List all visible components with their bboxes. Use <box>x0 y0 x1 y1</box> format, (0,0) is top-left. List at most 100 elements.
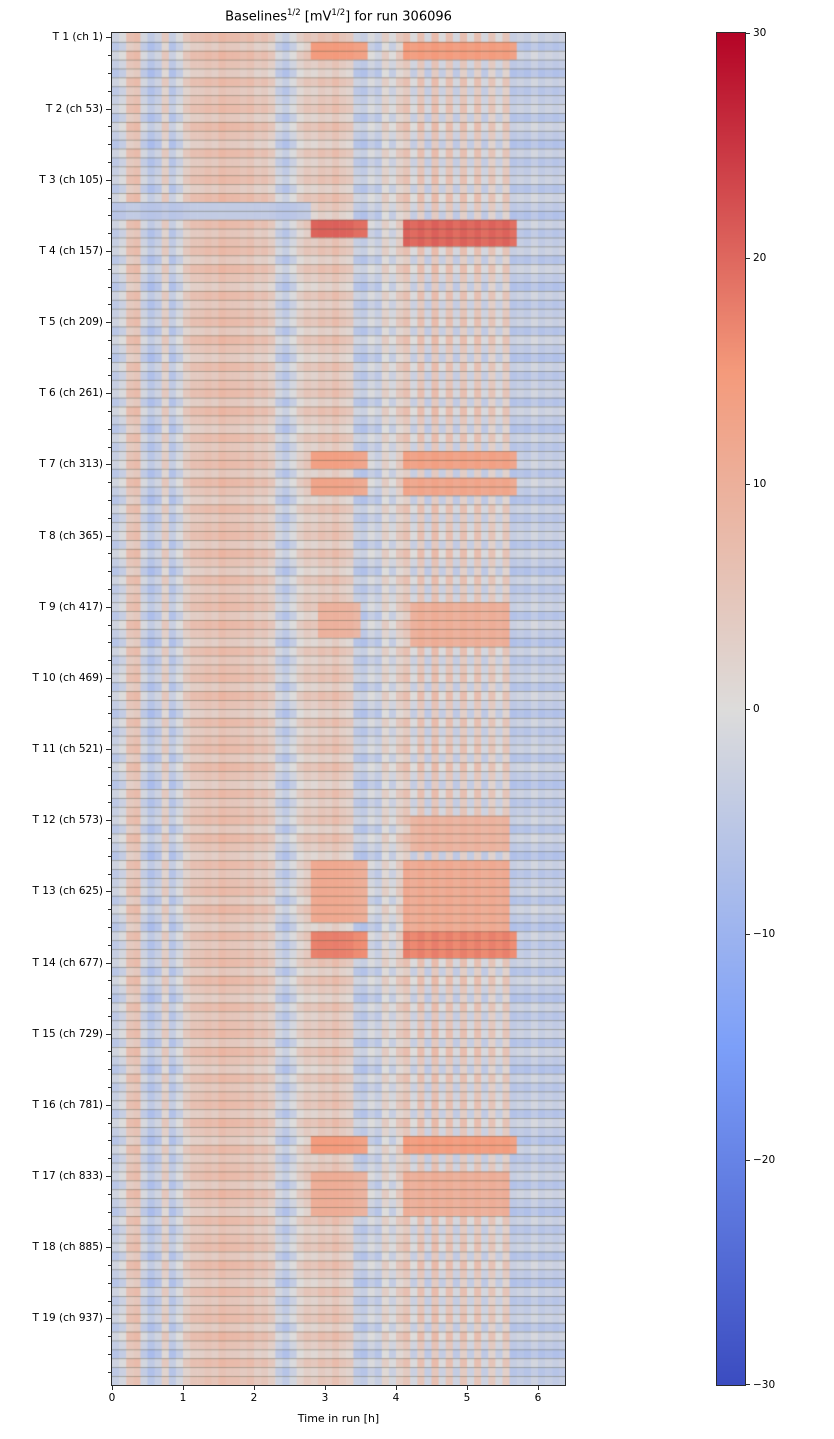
y-minor-tick-mark <box>108 1265 111 1266</box>
y-minor-tick-mark <box>108 198 111 199</box>
y-minor-tick-mark <box>108 1158 111 1159</box>
colorbar-tick-label: 10 <box>753 478 767 490</box>
y-tick-mark <box>106 180 111 181</box>
colorbar-tick-label: 30 <box>753 27 767 39</box>
y-tick-mark <box>106 393 111 394</box>
y-minor-tick-mark <box>108 126 111 127</box>
x-tick-label: 2 <box>250 1392 258 1404</box>
y-tick-mark <box>106 322 111 323</box>
x-tick-label: 5 <box>463 1392 471 1404</box>
x-tick-mark <box>112 1386 113 1390</box>
y-minor-tick-mark <box>108 1123 111 1124</box>
y-minor-tick-mark <box>108 1212 111 1213</box>
y-minor-tick-mark <box>108 1194 111 1195</box>
y-minor-tick-mark <box>108 482 111 483</box>
y-tick-label: T 5 (ch 209) <box>39 316 103 329</box>
y-tick-label: T 19 (ch 937) <box>32 1312 103 1325</box>
x-tick-label: 0 <box>108 1392 116 1404</box>
y-tick-mark <box>106 1176 111 1177</box>
y-minor-tick-mark <box>108 553 111 554</box>
y-minor-tick-mark <box>108 411 111 412</box>
y-tick-label: T 18 (ch 885) <box>32 1241 103 1254</box>
y-minor-tick-mark <box>108 144 111 145</box>
y-minor-tick-mark <box>108 340 111 341</box>
heatmap-canvas <box>112 33 565 1385</box>
colorbar-tick-label: −10 <box>753 928 776 940</box>
colorbar-tick-label: −20 <box>753 1154 776 1166</box>
y-tick-label: T 16 (ch 781) <box>32 1098 103 1111</box>
colorbar-tick-label: 20 <box>753 252 767 264</box>
y-minor-tick-mark <box>108 1087 111 1088</box>
y-minor-tick-mark <box>108 55 111 56</box>
y-minor-tick-mark <box>108 375 111 376</box>
colorbar-tick-mark <box>746 1160 750 1161</box>
x-tick-mark <box>467 1386 468 1390</box>
colorbar <box>716 32 746 1386</box>
y-minor-tick-mark <box>108 358 111 359</box>
y-minor-tick-mark <box>108 802 111 803</box>
x-tick-mark <box>325 1386 326 1390</box>
y-minor-tick-mark <box>108 1229 111 1230</box>
y-minor-tick-mark <box>108 927 111 928</box>
x-tick-label: 3 <box>321 1392 329 1404</box>
y-tick-label: T 11 (ch 521) <box>32 743 103 756</box>
colorbar-tick-mark <box>746 484 750 485</box>
y-minor-tick-mark <box>108 838 111 839</box>
title-superscript: 1/2 <box>331 8 346 18</box>
y-minor-tick-mark <box>108 856 111 857</box>
y-minor-tick-mark <box>108 1069 111 1070</box>
y-tick-label: T 6 (ch 261) <box>39 387 103 400</box>
y-tick-label: T 15 (ch 729) <box>32 1027 103 1040</box>
y-tick-mark <box>106 678 111 679</box>
y-tick-label: T 7 (ch 313) <box>39 458 103 471</box>
y-tick-label: T 9 (ch 417) <box>39 600 103 613</box>
heatmap-plot-area <box>111 32 566 1386</box>
y-minor-tick-mark <box>108 767 111 768</box>
y-minor-tick-mark <box>108 589 111 590</box>
x-tick-mark <box>254 1386 255 1390</box>
y-minor-tick-mark <box>108 73 111 74</box>
y-minor-tick-mark <box>108 233 111 234</box>
x-tick-mark <box>396 1386 397 1390</box>
y-tick-mark <box>106 37 111 38</box>
y-minor-tick-mark <box>108 1051 111 1052</box>
y-tick-label: T 10 (ch 469) <box>32 671 103 684</box>
y-tick-label: T 13 (ch 625) <box>32 885 103 898</box>
y-minor-tick-mark <box>108 215 111 216</box>
y-minor-tick-mark <box>108 571 111 572</box>
title-superscript: 1/2 <box>286 8 301 18</box>
y-tick-label: T 2 (ch 53) <box>45 102 103 115</box>
y-tick-mark <box>106 820 111 821</box>
y-tick-mark <box>106 963 111 964</box>
y-minor-tick-mark <box>108 642 111 643</box>
y-tick-mark <box>106 749 111 750</box>
y-tick-mark <box>106 536 111 537</box>
colorbar-canvas <box>717 33 745 1385</box>
y-tick-mark <box>106 1247 111 1248</box>
y-minor-tick-mark <box>108 909 111 910</box>
title-text: [mV <box>300 9 332 25</box>
y-tick-label: T 8 (ch 365) <box>39 529 103 542</box>
y-minor-tick-mark <box>108 874 111 875</box>
y-tick-label: T 17 (ch 833) <box>32 1169 103 1182</box>
y-minor-tick-mark <box>108 1301 111 1302</box>
colorbar-tick-mark <box>746 33 750 34</box>
x-tick-label: 1 <box>179 1392 187 1404</box>
y-tick-label: T 3 (ch 105) <box>39 173 103 186</box>
y-tick-mark <box>106 891 111 892</box>
y-minor-tick-mark <box>108 1140 111 1141</box>
y-minor-tick-mark <box>108 429 111 430</box>
y-minor-tick-mark <box>108 269 111 270</box>
x-tick-mark <box>183 1386 184 1390</box>
x-tick-label: 4 <box>392 1392 400 1404</box>
y-minor-tick-mark <box>108 785 111 786</box>
y-tick-mark <box>106 464 111 465</box>
title-text: Baselines <box>225 9 287 25</box>
y-minor-tick-mark <box>108 945 111 946</box>
colorbar-tick-mark <box>746 934 750 935</box>
y-tick-label: T 14 (ch 677) <box>32 956 103 969</box>
colorbar-tick-label: −30 <box>753 1379 776 1391</box>
y-tick-label: T 12 (ch 573) <box>32 814 103 827</box>
y-tick-mark <box>106 1105 111 1106</box>
y-minor-tick-mark <box>108 518 111 519</box>
